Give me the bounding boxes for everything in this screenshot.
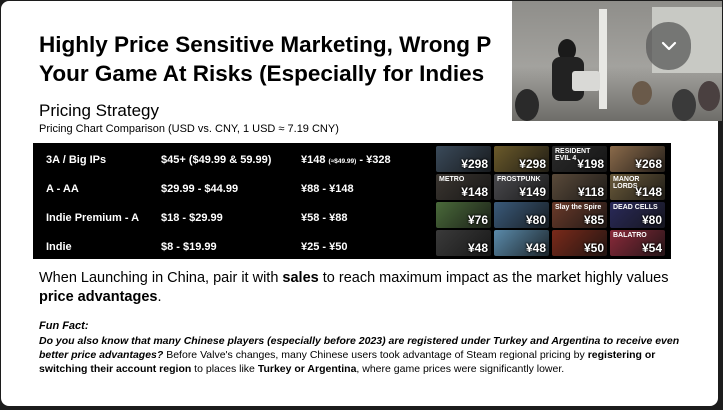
game-price: ¥48 (525, 241, 546, 255)
tier-label: A - AA (46, 183, 79, 195)
game-cover-tile: ¥48 (436, 230, 491, 256)
table-row: A - AA $29.99 - $44.99 ¥88 - ¥148 (33, 174, 433, 203)
game-title: RESIDENT EVIL 4 (555, 148, 591, 162)
game-title: DEAD CELLS (613, 204, 658, 211)
table-row: Indie $8 - $19.99 ¥25 - ¥50 (33, 232, 433, 261)
title-line-1: Highly Price Sensitive Marketing, Wrong … (39, 32, 492, 57)
game-title: MANOR LORDS (613, 176, 640, 190)
usd-range: $18 - $29.99 (161, 212, 223, 224)
advice-period: . (157, 289, 162, 305)
table-row: 3A / Big IPs $45+ ($49.99 & 59.99) ¥148 … (33, 145, 433, 174)
game-price: ¥48 (467, 241, 488, 255)
advice-text: When Launching in China, pair it with (39, 270, 283, 286)
collapse-video-button[interactable] (646, 22, 691, 70)
game-cover-tile: RESIDENT EVIL 4 ¥198 (552, 146, 607, 172)
game-title: METRO (439, 176, 465, 183)
cny-note: (≈$49.99) (328, 158, 357, 165)
game-cover-tile: ¥50 (552, 230, 607, 256)
advice-bold-price: price advantages (39, 289, 158, 305)
slide-title: Highly Price Sensitive Marketing, Wrong … (39, 30, 519, 88)
fun-fact-question: Do you also know that many Chinese playe… (39, 335, 680, 361)
game-cover-grid: ¥298 ¥298 RESIDENT EVIL 4 ¥198 ¥268 METRO ¥148… (436, 146, 668, 258)
fun-fact-bold: Turkey or Argentina (257, 363, 357, 375)
cny-range: ¥25 - ¥50 (301, 241, 348, 253)
audience-head (698, 81, 720, 111)
game-cover-tile: ¥80 (494, 202, 549, 228)
fun-fact-body: to places like (191, 363, 258, 375)
usd-range: $29.99 - $44.99 (161, 183, 239, 195)
tier-label: Indie Premium - A (46, 212, 140, 224)
game-cover-tile: ¥268 (610, 146, 665, 172)
game-cover-tile: FROSTPUNK ¥149 (494, 174, 549, 200)
game-cover-tile: ¥118 (552, 174, 607, 200)
laptop (572, 71, 600, 91)
game-price: ¥76 (467, 213, 488, 227)
game-cover-tile: ¥298 (436, 146, 491, 172)
usd-range: $8 - $19.99 (161, 241, 217, 253)
audience-head (515, 89, 539, 121)
game-price: ¥54 (641, 241, 662, 255)
game-cover-tile: ¥48 (494, 230, 549, 256)
speaker-video-feed[interactable] (512, 1, 722, 121)
advice-text: to reach maximum impact as the market hi… (318, 270, 669, 286)
cny-range: ¥58 - ¥88 (301, 212, 348, 224)
tier-label: 3A / Big IPs (46, 154, 107, 166)
usd-range: $45+ ($49.99 & 59.99) (161, 154, 272, 166)
cny-range: ¥88 - ¥148 (301, 183, 354, 195)
table-row: Indie Premium - A $18 - $29.99 ¥58 - ¥88 (33, 203, 433, 232)
game-cover-tile: DEAD CELLS ¥80 (610, 202, 665, 228)
fun-fact-text: Do you also know that many Chinese playe… (39, 334, 689, 376)
game-price: ¥268 (635, 157, 662, 171)
chevron-down-icon (661, 41, 677, 51)
speaker-head (558, 39, 576, 61)
game-price: ¥80 (641, 213, 662, 227)
game-price: ¥50 (583, 241, 604, 255)
game-price: ¥298 (519, 157, 546, 171)
launch-advice: When Launching in China, pair it with sa… (39, 269, 669, 307)
game-cover-tile: BALATRO ¥54 (610, 230, 665, 256)
game-price: ¥148 (635, 185, 662, 199)
game-price: ¥149 (519, 185, 546, 199)
tier-label: Indie (46, 241, 72, 253)
fun-fact-bold: registering or switching their account r… (39, 349, 656, 375)
advice-bold-sales: sales (282, 270, 319, 286)
game-cover-tile: MANOR LORDS ¥148 (610, 174, 665, 200)
game-price: ¥85 (583, 213, 604, 227)
pricing-table: 3A / Big IPs $45+ ($49.99 & 59.99) ¥148 … (33, 143, 671, 259)
fun-fact-body: Before Valve's changes, many Chinese use… (163, 349, 588, 361)
game-cover-tile: ¥76 (436, 202, 491, 228)
game-title: BALATRO (613, 232, 647, 239)
fun-fact-heading: Fun Fact: (39, 320, 89, 332)
video-stand (599, 9, 607, 109)
game-price: ¥118 (577, 185, 604, 199)
game-price: ¥80 (525, 213, 546, 227)
game-cover-tile: Slay the Spire ¥85 (552, 202, 607, 228)
fun-fact-body: , where game prices were significantly l… (356, 363, 565, 375)
audience-head (672, 89, 696, 121)
slide-subtitle: Pricing Strategy (39, 101, 159, 120)
slide-subnote: Pricing Chart Comparison (USD vs. CNY, 1… (39, 123, 339, 135)
cny-range: ¥148 (≈$49.99) - ¥328 (301, 154, 391, 166)
game-title: FROSTPUNK (497, 176, 541, 183)
game-cover-tile: METRO ¥148 (436, 174, 491, 200)
audience-head (632, 81, 652, 105)
game-price: ¥198 (577, 157, 604, 171)
title-line-2: Your Game At Risks (Especially for Indie… (39, 61, 485, 86)
game-cover-tile: ¥298 (494, 146, 549, 172)
game-title: Slay the Spire (555, 204, 602, 211)
game-price: ¥298 (461, 157, 488, 171)
cny-tail: - ¥328 (359, 154, 391, 166)
game-price: ¥148 (461, 185, 488, 199)
cny-value: ¥148 (301, 154, 326, 166)
